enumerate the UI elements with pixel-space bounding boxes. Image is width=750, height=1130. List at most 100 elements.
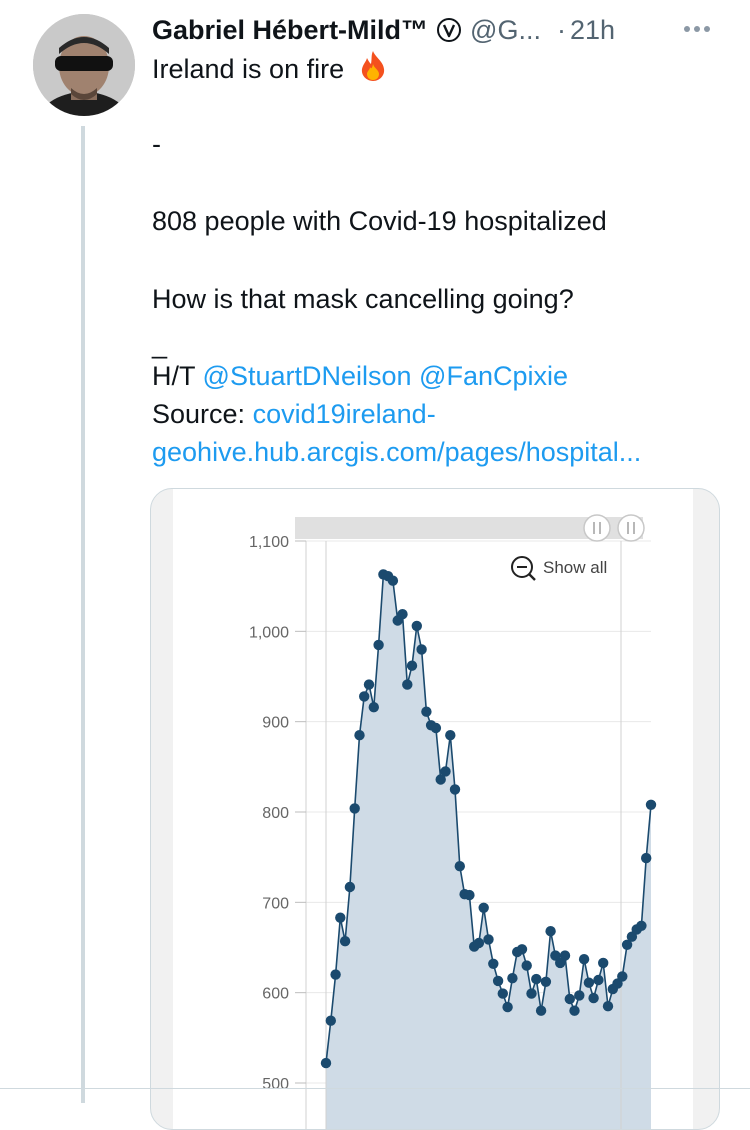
data-point[interactable] [521, 960, 532, 971]
tweet-source-line: Source: covid19ireland- [152, 398, 732, 431]
data-point[interactable] [359, 691, 370, 702]
data-point[interactable] [545, 926, 556, 937]
data-point[interactable] [516, 944, 528, 955]
data-point[interactable] [492, 975, 504, 987]
data-point[interactable] [641, 852, 652, 864]
data-point[interactable] [330, 969, 341, 980]
tweet-mask: How is that mask cancelling going? [152, 284, 574, 314]
data-point[interactable] [344, 881, 356, 893]
tweet-header: Gabriel Hébert-Mild™ @G... · 21h [152, 10, 742, 50]
avatar-photo [33, 14, 135, 116]
data-point[interactable] [406, 660, 418, 671]
tweet-line-1: Ireland is on fire [152, 50, 732, 90]
data-point[interactable] [430, 722, 442, 734]
data-point[interactable] [621, 939, 633, 950]
thread-line [81, 126, 85, 1103]
data-point[interactable] [435, 774, 446, 785]
scroll-handle-left-icon[interactable] [583, 514, 611, 542]
avatar[interactable] [33, 14, 135, 116]
data-point[interactable] [354, 730, 365, 741]
data-point[interactable] [335, 912, 346, 923]
tweet-ht-line: H/T @StuartDNeilson @FanCpixie [152, 360, 732, 393]
more-options-icon[interactable] [682, 24, 712, 34]
data-point[interactable] [531, 973, 542, 985]
data-point[interactable] [488, 958, 499, 969]
data-point[interactable] [363, 679, 375, 690]
media-card[interactable]: 1,100 1,000 900 800 700 600 500 Show [150, 488, 720, 1130]
data-point[interactable] [339, 936, 351, 947]
data-point[interactable] [440, 766, 451, 777]
chart-screenshot: 1,100 1,000 900 800 700 600 500 Show [173, 489, 693, 1129]
area-fill [326, 574, 651, 1129]
data-point[interactable] [578, 954, 590, 965]
data-point[interactable] [464, 889, 475, 901]
data-point[interactable] [320, 1057, 332, 1069]
mention-stuartdneilson[interactable]: @StuartDNeilson [202, 361, 412, 391]
data-point[interactable] [416, 644, 427, 655]
tweet-dash-2: _ [152, 329, 168, 359]
data-point[interactable] [617, 971, 628, 982]
data-point[interactable] [325, 1015, 336, 1026]
y-tick-label: 1,100 [249, 534, 289, 551]
data-point[interactable] [564, 993, 575, 1005]
source-link-part-1[interactable]: covid19ireland- [252, 399, 436, 429]
y-tick-label: 500 [262, 1076, 289, 1093]
data-point[interactable] [478, 902, 489, 913]
data-point[interactable] [473, 937, 485, 949]
tweet-dash-1: - [152, 129, 161, 159]
data-point[interactable] [502, 1001, 513, 1013]
data-point[interactable] [411, 620, 422, 632]
data-point[interactable] [636, 920, 647, 931]
data-point[interactable] [526, 988, 537, 999]
scroll-handle-right-icon[interactable] [617, 514, 645, 542]
data-point[interactable] [574, 990, 585, 1001]
y-tick-label: 700 [262, 895, 289, 912]
data-point[interactable] [368, 702, 379, 713]
y-axis-ticks: 1,100 1,000 900 800 700 600 500 [249, 534, 306, 1093]
data-point[interactable] [645, 799, 657, 810]
data-point[interactable] [497, 988, 508, 999]
data-point[interactable] [583, 977, 595, 988]
y-tick-label: 1,000 [249, 624, 289, 641]
timestamp[interactable]: 21h [569, 14, 616, 45]
data-point[interactable] [507, 973, 518, 984]
data-point[interactable] [349, 803, 360, 814]
show-all-button[interactable]: Show all [511, 556, 607, 581]
data-point[interactable] [540, 976, 552, 987]
data-point[interactable] [421, 706, 432, 717]
data-point[interactable] [449, 784, 461, 795]
data-point[interactable] [598, 957, 609, 969]
data-point[interactable] [387, 575, 399, 586]
data-point[interactable] [397, 609, 408, 620]
handle[interactable]: @G... [470, 14, 541, 45]
zoom-out-icon [511, 556, 536, 581]
data-point[interactable] [535, 1005, 547, 1016]
source-link-part-2[interactable]: geohive.hub.arcgis.com/pages/hospital... [152, 437, 642, 467]
data-point[interactable] [445, 730, 456, 741]
display-name[interactable]: Gabriel Hébert-Mild™ [152, 14, 429, 45]
data-point[interactable] [588, 992, 599, 1004]
data-point[interactable] [602, 1001, 614, 1012]
data-point[interactable] [454, 861, 465, 872]
fire-emoji-icon [358, 50, 388, 90]
data-point[interactable] [483, 934, 494, 945]
tweet-line-1-text: Ireland is on fire [152, 54, 345, 84]
data-point[interactable] [569, 1005, 580, 1016]
data-point[interactable] [373, 639, 384, 651]
y-tick-label: 600 [262, 986, 289, 1003]
tweet-hospitalized: 808 people with Covid-19 hospitalized [152, 206, 607, 236]
data-point[interactable] [559, 950, 571, 961]
source-label: Source: [152, 399, 246, 429]
data-point[interactable] [593, 974, 604, 986]
data-point[interactable] [402, 679, 413, 690]
y-tick-label: 800 [262, 805, 289, 822]
verified-badge-icon [436, 17, 462, 43]
separator-dot: · [556, 14, 566, 45]
ht-label: H/T [152, 361, 196, 391]
bottom-divider [0, 1088, 750, 1089]
y-tick-label: 900 [262, 715, 289, 732]
mention-fancpixie[interactable]: @FanCpixie [419, 361, 569, 391]
show-all-label: Show all [543, 558, 607, 577]
range-scrollbar[interactable] [295, 517, 643, 539]
